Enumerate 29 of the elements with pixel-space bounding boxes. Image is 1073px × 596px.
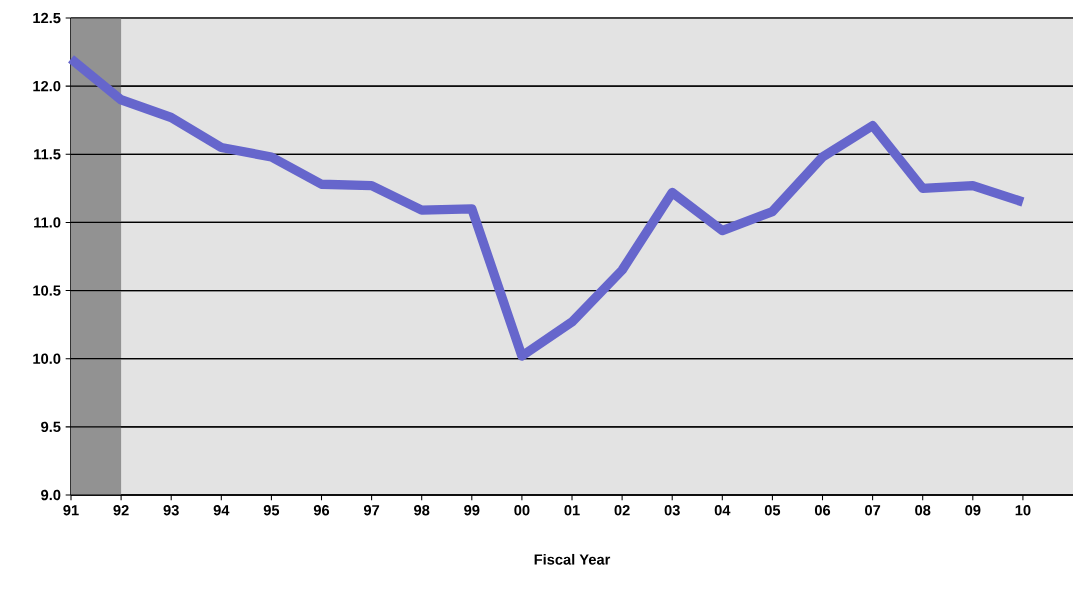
x-tick-label: 08 xyxy=(915,505,931,516)
y-tick-label: 10.5 xyxy=(33,285,61,296)
x-tick-label: 03 xyxy=(664,505,680,516)
y-tick-label: 10.0 xyxy=(33,353,61,364)
x-tick-label: 98 xyxy=(414,505,430,516)
y-tick-label: 12.5 xyxy=(33,12,61,24)
x-tick-label: 94 xyxy=(213,505,230,516)
x-tick-label: 02 xyxy=(614,505,630,516)
x-tick-label: 07 xyxy=(865,505,881,516)
x-tick-label: 99 xyxy=(464,505,480,516)
x-tick-label: 06 xyxy=(814,505,831,516)
y-tick-label: 11.0 xyxy=(34,217,61,228)
x-tick-label: 10 xyxy=(1015,505,1031,516)
x-axis-title: Fiscal Year xyxy=(534,553,611,565)
x-tick-label: 97 xyxy=(363,505,380,516)
y-tick-label: 12.0 xyxy=(33,80,61,92)
y-tick-label: 9.0 xyxy=(41,489,61,501)
y-tick-label: 11.5 xyxy=(34,149,61,160)
x-tick-label: 00 xyxy=(514,505,530,516)
x-tick-label: 93 xyxy=(163,505,179,516)
x-tick-label: 91 xyxy=(63,505,79,516)
x-tick-label: 01 xyxy=(564,505,580,516)
x-tick-label: 95 xyxy=(263,505,280,516)
x-tick-label: 96 xyxy=(313,505,330,516)
y-tick-label: 9.5 xyxy=(41,421,61,433)
x-tick-label: 05 xyxy=(764,505,781,516)
x-tick-label: 09 xyxy=(965,505,981,516)
x-tick-label: 04 xyxy=(714,505,731,516)
x-tick-label: 92 xyxy=(113,505,129,516)
